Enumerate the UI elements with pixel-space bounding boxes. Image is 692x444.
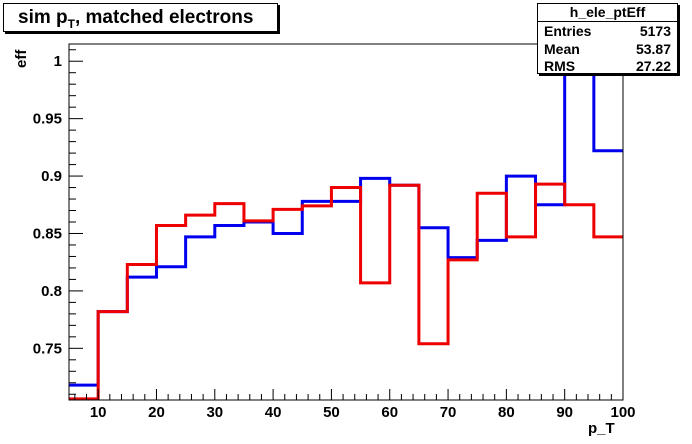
x-tick-label: 40 (265, 404, 282, 421)
stats-name: h_ele_ptEff (538, 4, 677, 22)
plot-frame (68, 43, 624, 401)
stats-box: h_ele_ptEff Entries 5173 Mean 53.87 RMS … (537, 3, 678, 74)
stats-row-rms: RMS 27.22 (544, 57, 671, 75)
x-tick-label: 60 (381, 404, 398, 421)
series-0-line (69, 44, 623, 387)
stats-value: 27.22 (635, 58, 671, 74)
y-tick-label: 0.8 (41, 283, 62, 300)
x-tick-label: 90 (556, 404, 573, 421)
x-tick-label: 50 (323, 404, 340, 421)
x-tick-label: 10 (90, 404, 107, 421)
stats-key: Entries (544, 23, 592, 39)
chart-title: sim pT, matched electrons (18, 7, 253, 31)
title-subscript: T (67, 16, 75, 31)
title-main: sim p (18, 7, 68, 28)
y-tick-label: 0.9 (41, 168, 62, 185)
stats-key: Mean (544, 41, 580, 57)
chart-title-box: sim pT, matched electrons (3, 3, 278, 32)
stats-value: 5173 (639, 23, 671, 39)
x-axis-label: p_T (588, 420, 615, 437)
x-tick-label: 80 (498, 404, 515, 421)
x-tick-label: 100 (610, 404, 635, 421)
stats-value: 53.87 (635, 41, 671, 57)
y-axis-label: eff (13, 49, 30, 68)
series-1-line (69, 182, 623, 400)
stats-row-mean: Mean 53.87 (544, 40, 671, 58)
stats-row-entries: Entries 5173 (544, 22, 671, 40)
stats-key: RMS (544, 58, 576, 74)
y-tick-label: 1 (54, 53, 62, 70)
y-tick-label: 0.75 (33, 340, 62, 357)
y-tick-label: 0.85 (33, 225, 62, 242)
title-rest: , matched electrons (74, 7, 254, 28)
x-tick-label: 70 (440, 404, 457, 421)
x-tick-label: 30 (206, 404, 223, 421)
x-tick-label: 20 (148, 404, 165, 421)
y-tick-label: 0.95 (33, 111, 62, 128)
